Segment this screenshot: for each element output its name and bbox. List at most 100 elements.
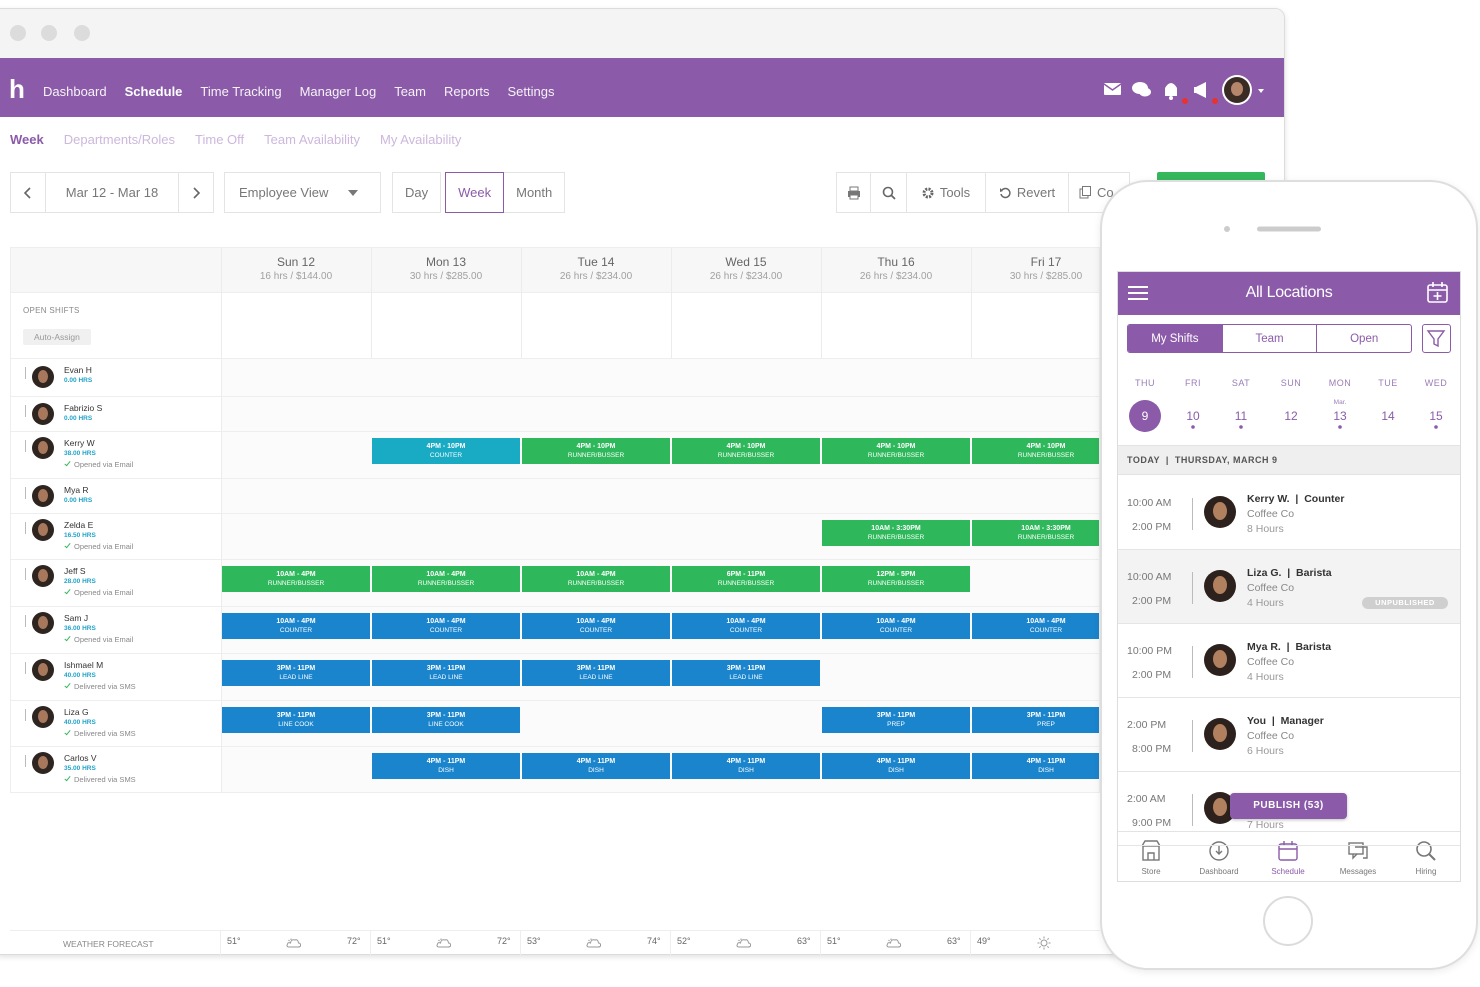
shift-block[interactable]: 3PM - 11PM LINE COOK	[372, 707, 520, 733]
shift-block[interactable]: 3PM - 11PM PREP	[972, 707, 1099, 733]
tab-label[interactable]: Messages	[1339, 867, 1377, 876]
shift-block[interactable]: 10AM - 3:30PM RUNNER/BUSSER	[822, 520, 970, 546]
tab-icon[interactable]	[1415, 840, 1437, 862]
shift-block[interactable]: 12PM - 5PM RUNNER/BUSSER	[822, 566, 970, 592]
date-label[interactable]: 13	[1333, 409, 1347, 423]
avatar-face	[38, 756, 48, 769]
date-label[interactable]: 10	[1186, 409, 1200, 423]
tools-button[interactable]: Tools	[906, 172, 986, 213]
shift-block[interactable]: 3PM - 11PM LEAD LINE	[372, 660, 520, 686]
shift-block[interactable]: 4PM - 11PM DISH	[522, 753, 670, 779]
subnav-item[interactable]: Time Off	[195, 132, 245, 147]
shift-block[interactable]: 10AM - 4PM RUNNER/BUSSER	[222, 566, 370, 592]
shift-block[interactable]: 4PM - 10PM COUNTER	[372, 438, 520, 464]
shift-block[interactable]: 4PM - 11PM DISH	[822, 753, 970, 779]
copy-label: Co	[1097, 185, 1114, 200]
tab-label[interactable]: Hiring	[1415, 867, 1437, 876]
shift-block[interactable]: 4PM - 11PM DISH	[972, 753, 1099, 779]
nav-item[interactable]: Dashboard	[43, 84, 107, 99]
logo[interactable]: h	[9, 74, 25, 104]
shift-time: 3PM - 11PM	[276, 665, 316, 672]
tab-icon[interactable]	[1208, 840, 1230, 862]
tab-label[interactable]: Store	[1141, 867, 1161, 876]
revert-button[interactable]: Revert	[985, 172, 1069, 213]
shift-block[interactable]: 3PM - 11PM LEAD LINE	[222, 660, 370, 686]
nav-item[interactable]: Settings	[507, 84, 555, 99]
shift-block[interactable]: 4PM - 11PM DISH	[372, 753, 520, 779]
shift-block[interactable]: 10AM - 3:30PM RUNNER/BUSSER	[972, 520, 1099, 546]
shift-block[interactable]: 10AM - 4PM COUNTER	[222, 613, 370, 639]
mode-button[interactable]: Month	[503, 172, 566, 213]
phone-tab[interactable]: My Shifts	[1128, 325, 1222, 352]
home-button[interactable]	[1263, 896, 1313, 946]
filter-button[interactable]	[1422, 324, 1451, 353]
shift-block[interactable]: 10AM - 4PM COUNTER	[822, 613, 970, 639]
shift-block[interactable]: 3PM - 11PM LEAD LINE	[672, 660, 820, 686]
shift-role: RUNNER/BUSSER	[867, 580, 925, 587]
shift-block[interactable]: 4PM - 10PM RUNNER/BUSSER	[672, 438, 820, 464]
employee-hours: 40.00 HRS	[64, 672, 96, 679]
shift-block[interactable]: 3PM - 11PM LINE COOK	[222, 707, 370, 733]
shift-block[interactable]: 10AM - 4PM COUNTER	[672, 613, 820, 639]
nav-item[interactable]: Schedule	[124, 84, 183, 99]
tab-icon[interactable]	[1277, 840, 1299, 862]
subnav-item[interactable]: Departments/Roles	[63, 132, 176, 147]
sub-nav: Week Departments/Roles Time Off Team Availa…	[10, 132, 461, 147]
menu-icon[interactable]	[1128, 285, 1150, 301]
weather-low: 51°	[827, 936, 841, 946]
date-label[interactable]: 11	[1234, 409, 1248, 423]
prev-week[interactable]	[10, 172, 46, 213]
mail-icon[interactable]	[1104, 83, 1121, 95]
avatar-face	[1213, 798, 1227, 816]
subnav-item[interactable]: Week	[10, 132, 44, 147]
shift-block[interactable]: 10AM - 4PM COUNTER	[522, 613, 670, 639]
next-week[interactable]	[178, 172, 214, 213]
shift-block[interactable]: 3PM - 11PM LEAD LINE	[522, 660, 670, 686]
subnav-item[interactable]: Team Availability	[264, 132, 361, 147]
calendar-add-icon[interactable]	[1426, 281, 1450, 305]
date-label[interactable]: 14	[1381, 409, 1395, 423]
browser-titlebar	[0, 9, 1284, 58]
bell-icon[interactable]	[1165, 83, 1177, 96]
tab-label[interactable]: Dashboard	[1199, 867, 1239, 876]
date-label[interactable]: 12	[1284, 409, 1298, 423]
shift-block[interactable]: 4PM - 11PM DISH	[672, 753, 820, 779]
employee-hours: 0.00 HRS	[64, 497, 93, 504]
shift-block[interactable]: 4PM - 10PM RUNNER/BUSSER	[522, 438, 670, 464]
view-select[interactable]: Employee View	[224, 172, 381, 213]
nav-item[interactable]: Manager Log	[299, 84, 377, 99]
shift-block[interactable]: 4PM - 10PM RUNNER/BUSSER	[972, 438, 1099, 464]
auto-assign-button[interactable]: Auto-Assign	[23, 329, 91, 345]
shift-block[interactable]: 10AM - 4PM COUNTER	[972, 613, 1099, 639]
tab-icon[interactable]	[1347, 840, 1369, 862]
shift-block[interactable]: 10AM - 4PM COUNTER	[372, 613, 520, 639]
nav-item[interactable]: Time Tracking	[200, 84, 282, 99]
nav-icons	[1103, 75, 1264, 105]
tab-icon[interactable]	[1140, 840, 1162, 862]
publish-button[interactable]: PUBLISH (53)	[1230, 793, 1347, 819]
announce-icon[interactable]	[1194, 82, 1206, 98]
date-label[interactable]: 9	[1141, 409, 1149, 423]
nav-item[interactable]: Reports	[443, 84, 490, 99]
nav-item[interactable]: Team	[394, 84, 426, 99]
search-button[interactable]	[870, 172, 907, 213]
phone-tab[interactable]: Team	[1221, 325, 1317, 352]
mode-button[interactable]: Week	[445, 172, 505, 213]
shift-block[interactable]: 10AM - 4PM RUNNER/BUSSER	[372, 566, 520, 592]
shift-block[interactable]: 4PM - 10PM RUNNER/BUSSER	[822, 438, 970, 464]
subnav-item[interactable]: My Availability	[380, 132, 462, 147]
print-button[interactable]	[836, 172, 871, 213]
mode-button[interactable]: Day	[392, 172, 442, 213]
weather-high: 72°	[497, 936, 511, 946]
date-range[interactable]: Mar 12 - Mar 18	[45, 172, 179, 213]
tab-label[interactable]: Schedule	[1271, 867, 1305, 876]
shift-block[interactable]: 3PM - 11PM PREP	[822, 707, 970, 733]
start-time: 2:00 AM	[1127, 793, 1166, 805]
phone-tab[interactable]: Open	[1316, 325, 1411, 352]
shift-place: Coffee Co	[1247, 508, 1295, 520]
shift-block[interactable]: 10AM - 4PM RUNNER/BUSSER	[522, 566, 670, 592]
weather-low: 53°	[527, 936, 541, 946]
shift-block[interactable]: 6PM - 11PM RUNNER/BUSSER	[672, 566, 820, 592]
shift-time: 4PM - 11PM	[726, 758, 766, 765]
date-label[interactable]: 15	[1429, 409, 1443, 423]
